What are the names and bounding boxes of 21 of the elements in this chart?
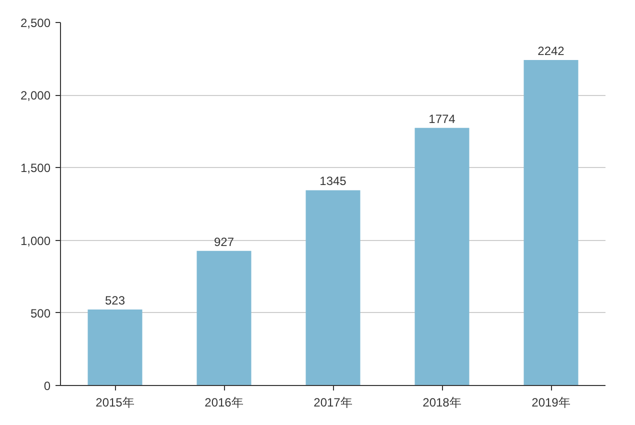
y-tick-label: 2,000 bbox=[20, 88, 51, 103]
x-tick-label: 2016年 bbox=[204, 396, 244, 410]
data-label: 1774 bbox=[428, 112, 456, 126]
data-label: 523 bbox=[104, 294, 126, 308]
data-label: 1345 bbox=[320, 174, 347, 188]
x-tick-label: 2019年 bbox=[532, 396, 570, 410]
bar bbox=[88, 310, 142, 386]
data-label: 2242 bbox=[538, 44, 565, 58]
x-tick-label: 2015年 bbox=[96, 396, 134, 410]
y-tick-label: 1,500 bbox=[20, 161, 51, 176]
x-tick-label: 2017年 bbox=[314, 396, 352, 410]
y-tick-label: 0 bbox=[44, 379, 51, 393]
bar bbox=[306, 190, 360, 386]
y-tick-label: 2,500 bbox=[20, 16, 51, 30]
data-label: 927 bbox=[214, 234, 234, 249]
bar bbox=[196, 250, 252, 386]
bar bbox=[414, 128, 470, 386]
y-tick-label: 500 bbox=[30, 306, 51, 320]
x-tick-label: 2018年 bbox=[422, 396, 462, 410]
y-tick-label: 1,000 bbox=[20, 234, 51, 248]
bar bbox=[524, 60, 578, 386]
